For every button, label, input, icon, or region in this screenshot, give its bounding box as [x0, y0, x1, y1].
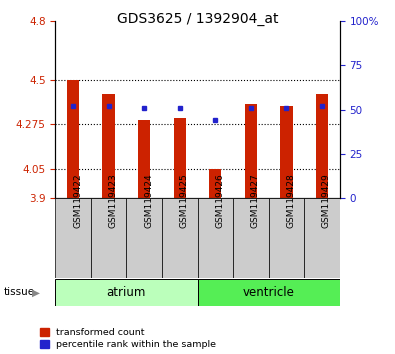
Text: atrium: atrium	[107, 286, 146, 299]
Bar	[198, 279, 340, 306]
Bar	[245, 104, 257, 198]
Bar	[126, 198, 162, 278]
Text: GSM119422: GSM119422	[73, 173, 82, 228]
Bar	[209, 169, 222, 198]
Text: tissue: tissue	[4, 287, 35, 297]
Bar	[280, 106, 293, 198]
Text: GDS3625 / 1392904_at: GDS3625 / 1392904_at	[117, 12, 278, 27]
Bar	[173, 118, 186, 198]
Bar	[304, 198, 340, 278]
Text: GSM119424: GSM119424	[144, 173, 153, 228]
Text: GSM119425: GSM119425	[180, 173, 189, 228]
Bar	[67, 80, 79, 198]
Bar	[55, 198, 91, 278]
Bar	[316, 94, 328, 198]
Bar	[91, 198, 126, 278]
Text: GSM119426: GSM119426	[215, 173, 224, 228]
Text: ▶: ▶	[32, 287, 40, 297]
Bar	[162, 198, 198, 278]
Bar	[138, 120, 150, 198]
Bar	[102, 94, 115, 198]
Bar	[55, 279, 198, 306]
Bar	[198, 198, 233, 278]
Bar	[233, 198, 269, 278]
Legend: transformed count, percentile rank within the sample: transformed count, percentile rank withi…	[40, 328, 216, 349]
Text: GSM119429: GSM119429	[322, 173, 331, 228]
Bar	[269, 198, 304, 278]
Text: ventricle: ventricle	[243, 286, 295, 299]
Text: GSM119428: GSM119428	[286, 173, 295, 228]
Text: GSM119427: GSM119427	[251, 173, 260, 228]
Text: GSM119423: GSM119423	[109, 173, 118, 228]
